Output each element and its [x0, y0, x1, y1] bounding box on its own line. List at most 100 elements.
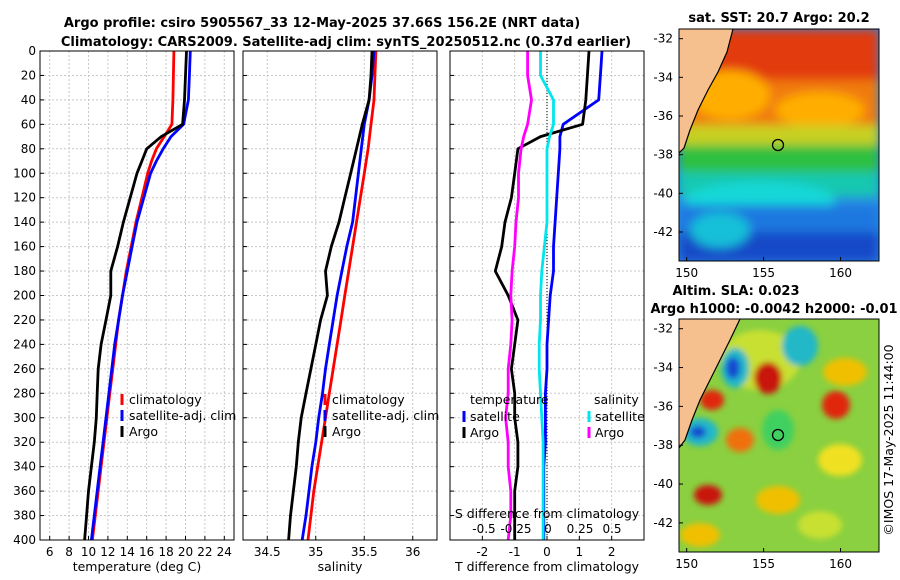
- depth-tick: 360: [13, 484, 36, 498]
- map-y-tick: -36: [653, 399, 673, 413]
- top-axis-tick: -0.25: [500, 522, 531, 536]
- x-tick: 36: [405, 545, 420, 559]
- map-y-tick: -42: [653, 225, 673, 239]
- series-salinity-satellite: [537, 51, 555, 540]
- depth-tick: 120: [13, 191, 36, 205]
- depth-tick: 400: [13, 533, 36, 547]
- map-y-tick: -40: [653, 477, 673, 491]
- x-tick: 8: [65, 545, 73, 559]
- depth-tick: 380: [13, 509, 36, 523]
- main-title-line2: Climatology: CARS2009. Satellite-adj cli…: [61, 35, 631, 50]
- legend-entry: climatology: [129, 392, 202, 407]
- x-axis-label: salinity: [318, 559, 363, 574]
- x-tick: -2: [476, 545, 488, 559]
- legend-entry: satellite-adj. clim: [129, 408, 236, 423]
- x-tick: 0: [543, 545, 551, 559]
- legend-entry: Argo: [595, 425, 624, 440]
- map-y-tick: -40: [653, 186, 673, 200]
- depth-tick: 240: [13, 337, 36, 351]
- x-tick: 2: [608, 545, 616, 559]
- depth-tick: 80: [21, 142, 36, 156]
- depth-tick: 20: [21, 68, 36, 82]
- depth-tick: 220: [13, 313, 36, 327]
- panel-difference-from-climatology: -2 -1 0 1 2T difference from climatology temp…: [449, 50, 645, 574]
- legend-entry: climatology: [332, 392, 405, 407]
- legend-entry: satellite-adj. clim: [332, 408, 439, 423]
- depth-tick: 340: [13, 460, 36, 474]
- depth-tick: 320: [13, 435, 36, 449]
- legend-title-temperature: temperature: [470, 392, 549, 407]
- sla-map-title1: Altim. SLA: 0.023: [673, 284, 800, 299]
- sla-map: Altim. SLA: 0.023 Argo h1000: -0.0042 h2…: [650, 284, 897, 571]
- top-axis-tick: 0: [544, 522, 552, 536]
- map-y-tick: -32: [653, 32, 673, 46]
- top-axis-label: S difference from climatology: [455, 506, 640, 521]
- x-tick: 34.5: [254, 545, 281, 559]
- top-axis-tick: 0.5: [602, 522, 621, 536]
- map-x-tick: 155: [752, 557, 775, 571]
- map-y-tick: -34: [653, 361, 673, 375]
- x-tick: 20: [178, 545, 193, 559]
- top-axis-tick: 0.25: [567, 522, 594, 536]
- map-x-tick: 160: [829, 266, 852, 280]
- legend-title-salinity: salinity: [594, 392, 639, 407]
- legend-entry: Argo: [332, 424, 361, 439]
- panel-salinity: 34.5 35 35.5 36 salinity climatologysatellite…: [242, 50, 439, 574]
- map-y-tick: -38: [653, 438, 673, 452]
- sla-map-title2: Argo h1000: -0.0042 h2000: -0.01: [650, 302, 897, 317]
- main-title-line1: Argo profile: csiro 5905567_33 12-May-20…: [64, 16, 580, 31]
- depth-tick: 300: [13, 411, 36, 425]
- sst-map-title: sat. SST: 20.7 Argo: 20.2: [688, 11, 869, 26]
- map-x-tick: 150: [675, 557, 698, 571]
- series-salinity-argo: [504, 51, 533, 541]
- panel-temperature: 0 20 40 60 80 100 120 140 160 180 200 220 240 260 280 3…: [13, 44, 236, 574]
- x-tick: 10: [81, 545, 96, 559]
- depth-tick: 180: [13, 264, 36, 278]
- depth-tick: 40: [21, 93, 36, 107]
- x-tick: 1: [576, 545, 584, 559]
- series-argo: [83, 50, 188, 541]
- sst-argo-marker: [771, 138, 785, 152]
- profile-panels: 0204060801001201401601802002202402602803…: [13, 44, 645, 574]
- imos-timestamp: ©IMOS 17-May-2025 11:44:00: [881, 344, 896, 535]
- depth-tick: 0: [28, 44, 36, 58]
- map-y-tick: -36: [653, 109, 673, 123]
- map-y-tick: -38: [653, 148, 673, 162]
- x-tick: 35.5: [351, 545, 378, 559]
- x-axis-label: T difference from climatology: [454, 559, 640, 574]
- x-tick: -1: [509, 545, 521, 559]
- map-x-tick: 160: [829, 557, 852, 571]
- x-axis-label: temperature (deg C): [73, 559, 202, 574]
- depth-tick: 200: [13, 289, 36, 303]
- sla-argo-marker: [771, 428, 785, 442]
- x-tick: 6: [46, 545, 54, 559]
- series-argo: [287, 50, 374, 541]
- depth-tick: 100: [13, 166, 36, 180]
- series-climatology: [306, 50, 378, 541]
- legend-entry: Argo: [470, 425, 499, 440]
- top-axis-tick: -0.5: [472, 522, 495, 536]
- series-satellite-adj-clim: [90, 50, 192, 541]
- legend-entry: Argo: [129, 424, 158, 439]
- legend-entry: satellite: [470, 409, 520, 424]
- x-tick: 22: [197, 545, 212, 559]
- depth-tick: 260: [13, 362, 36, 376]
- legend-entry: satellite: [595, 409, 645, 424]
- map-x-tick: 155: [752, 266, 775, 280]
- x-tick: 24: [217, 545, 232, 559]
- series-satellite-adj-clim: [300, 50, 376, 541]
- map-y-tick: -34: [653, 70, 673, 84]
- map-y-tick: -42: [653, 516, 673, 530]
- sst-map: sat. SST: 20.7 Argo: 20.2 150 155 160 -32 -3…: [653, 11, 880, 280]
- depth-tick: 60: [21, 117, 36, 131]
- x-tick: 12: [100, 545, 115, 559]
- x-tick: 35: [308, 545, 323, 559]
- depth-tick: 280: [13, 386, 36, 400]
- series-temperature-argo: [493, 50, 591, 540]
- map-y-tick: -32: [653, 322, 673, 336]
- x-tick: 14: [120, 545, 135, 559]
- x-tick: 16: [139, 545, 154, 559]
- map-x-tick: 150: [675, 266, 698, 280]
- depth-tick: 160: [13, 240, 36, 254]
